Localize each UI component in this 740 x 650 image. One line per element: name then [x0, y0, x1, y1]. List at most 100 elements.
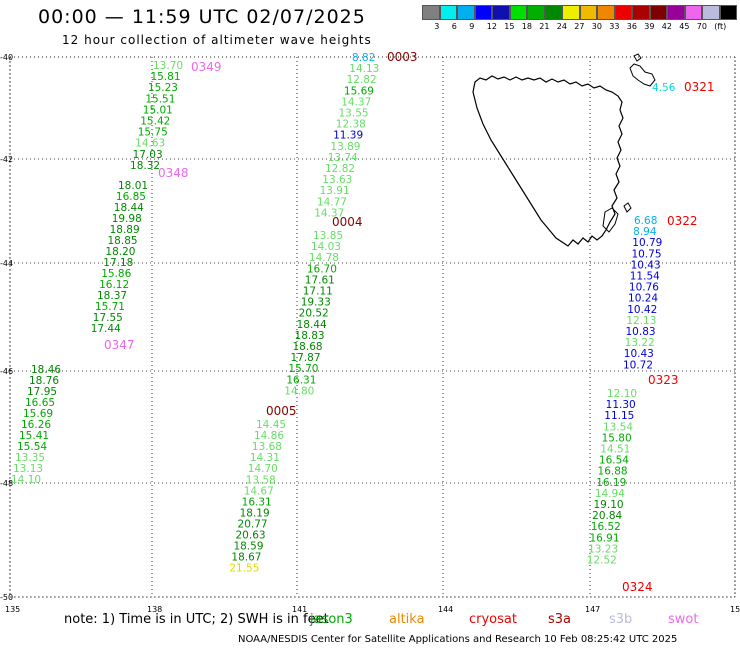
pass-id-label: 0322 [667, 214, 698, 228]
wave-height-value: 18.76 [29, 375, 59, 387]
pass-id-label: 0348 [158, 166, 189, 180]
legend-swatch [667, 5, 685, 20]
wave-height-value: 14.78 [309, 252, 339, 264]
wave-height-value: 17.03 [133, 149, 163, 161]
wave-height-value: 17.87 [290, 352, 320, 364]
pass-id-label: 0324 [622, 580, 653, 594]
wave-height-value: 18.19 [240, 507, 270, 519]
wave-height-value: 17.18 [103, 257, 133, 269]
track-0322: 6.688.9410.7910.7510.4311.5410.7610.2410… [623, 214, 698, 371]
legend-label: 33 [609, 22, 620, 31]
wave-height-value: 20.63 [236, 530, 266, 542]
wave-height-value: 16.31 [242, 496, 272, 508]
wave-height-value: 15.69 [344, 85, 374, 97]
lat-tick-label: -40 [0, 53, 13, 62]
map-subtitle: 12 hour collection of altimeter wave hei… [62, 33, 372, 47]
legend-label: 42 [661, 22, 672, 31]
wave-height-value: 14.70 [248, 463, 278, 475]
lat-tick-label: -44 [0, 259, 13, 268]
track-0324: 0324 [622, 580, 653, 594]
legend-swatch [702, 5, 720, 20]
legend-label: (ft) [714, 22, 727, 31]
track-0005: 14.4514.8613.6814.3114.7013.5814.6716.31… [229, 404, 296, 575]
wave-height-value: 15.71 [95, 301, 125, 313]
wave-height-value: 4.56 [652, 82, 676, 94]
pass-id-label: 0349 [191, 60, 222, 74]
legend-label: 30 [591, 22, 602, 31]
wave-height-value: 19.98 [112, 213, 142, 225]
wave-height-value: 14.10 [11, 474, 41, 486]
legend-swatch [562, 5, 580, 20]
wave-height-value: 14.63 [135, 138, 165, 150]
legend-label: 45 [679, 22, 690, 31]
islet-east [623, 202, 632, 213]
wave-height-value: 13.55 [339, 108, 369, 120]
map-title: 00:00 — 11:59 UTC 02/07/2025 [38, 6, 366, 28]
wave-height-value: 14.51 [600, 444, 630, 456]
legend-swatch [544, 5, 562, 20]
bruny-island [602, 207, 619, 233]
wave-height-value: 18.20 [105, 246, 135, 258]
satellite-name: s3a [548, 612, 572, 627]
wave-height-value: 16.70 [307, 263, 337, 275]
legend-swatch [719, 5, 737, 20]
wave-height-value: 19.33 [301, 297, 331, 309]
wave-height-value: 15.23 [148, 82, 178, 94]
wave-height-value: 16.65 [25, 397, 55, 409]
legend-swatch [649, 5, 667, 20]
pass-id-label: 0003 [387, 50, 418, 64]
wave-height-value: 18.44 [114, 202, 144, 214]
wave-height-value: 12.13 [626, 315, 656, 327]
legend-label: 39 [644, 22, 655, 31]
wave-height-value: 12.10 [607, 388, 637, 400]
wave-height-value: 8.94 [633, 226, 657, 238]
wave-height-value: 17.44 [91, 323, 121, 335]
legend-swatch [614, 5, 632, 20]
track-0347: 18.4618.7617.9516.6515.6916.2615.4115.54… [11, 338, 135, 486]
wave-height-value: 14.03 [311, 241, 341, 253]
wave-height-value: 13.35 [15, 452, 45, 464]
lat-tick-label: -46 [0, 367, 13, 376]
wave-height-value: 16.91 [589, 532, 619, 544]
legend-label: 15 [504, 22, 515, 31]
wave-height-value: 18.01 [118, 180, 148, 192]
wave-height-value: 13.63 [322, 174, 352, 186]
wave-height-value: 16.31 [286, 374, 316, 386]
wave-height-value: 12.38 [336, 119, 366, 131]
wave-height-value: 11.30 [606, 399, 636, 411]
pass-id-label: 0347 [104, 338, 135, 352]
legend-label: 9 [469, 22, 475, 31]
wave-height-value: 6.68 [634, 215, 657, 227]
wave-height-value: 16.85 [116, 191, 146, 203]
wave-height-value: 13.54 [603, 421, 633, 433]
legend-swatch [509, 5, 527, 20]
lon-tick-label: 150 [730, 605, 740, 614]
wave-height-value: 15.80 [602, 432, 632, 444]
lon-tick-label: 144 [438, 605, 453, 614]
wave-height-value: 13.91 [320, 185, 350, 197]
small-island-north [633, 53, 642, 62]
wave-height-value: 13.23 [588, 543, 618, 555]
legend-label: 12 [486, 22, 497, 31]
wave-height-value: 15.75 [138, 127, 168, 139]
legend-label: 36 [626, 22, 637, 31]
pass-id-label: 0004 [332, 215, 363, 229]
wave-height-value: 14.86 [254, 430, 284, 442]
wave-height-value: 15.86 [101, 268, 131, 280]
wave-height-value: 18.37 [97, 290, 127, 302]
wave-height-value: 15.70 [288, 363, 318, 375]
wave-height-value: 17.55 [93, 312, 123, 324]
legend-swatch [597, 5, 615, 20]
wave-height-value: 18.68 [293, 341, 323, 353]
tasmania-main-island [472, 75, 624, 247]
wave-height-value: 10.42 [627, 304, 657, 316]
legend-swatch [422, 5, 440, 20]
wave-height-value: 20.52 [299, 308, 329, 320]
track-0321: 4.56 0321 [652, 80, 715, 94]
legend-swatch [439, 5, 457, 20]
wave-height-value: 8.82 [352, 52, 375, 64]
legend-label: 6 [451, 22, 457, 31]
wave-height-value: 18.89 [110, 224, 140, 236]
lon-tick-label: 141 [292, 605, 307, 614]
wave-height-value: 18.32 [130, 160, 160, 172]
